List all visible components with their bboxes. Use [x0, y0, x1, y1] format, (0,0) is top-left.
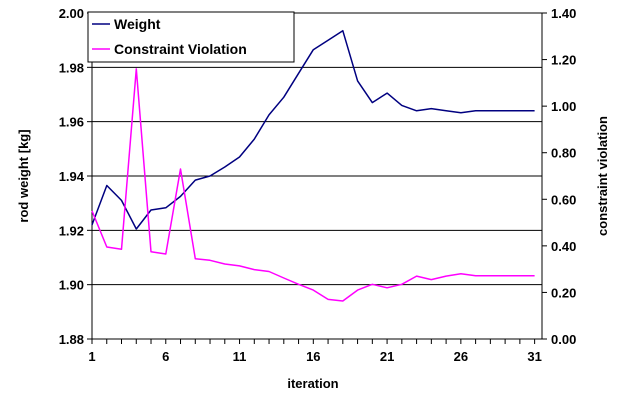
y-right-tick-label: 0.40 — [551, 239, 576, 254]
x-tick-label: 16 — [306, 349, 320, 364]
right-axis: 0.00 0.20 0.40 0.60 0.80 1.00 1.20 1.40 — [542, 6, 576, 347]
left-axis: 1.88 1.90 1.92 1.94 1.96 1.98 2.00 — [59, 6, 92, 347]
y-left-axis-title: rod weight [kg] — [16, 129, 31, 222]
y-left-tick-label: 1.88 — [59, 332, 84, 347]
legend-label-weight: Weight — [114, 16, 161, 32]
x-tick-label: 26 — [454, 349, 468, 364]
x-tick-label: 31 — [527, 349, 541, 364]
x-tick-label: 21 — [380, 349, 394, 364]
y-right-tick-label: 1.20 — [551, 53, 576, 68]
y-right-axis-title: constraint violation — [595, 116, 610, 236]
legend-label-constraint-violation: Constraint Violation — [114, 41, 247, 57]
x-axis-title: iteration — [287, 376, 338, 391]
y-left-tick-label: 1.90 — [59, 278, 84, 293]
legend-box — [87, 11, 295, 63]
y-right-tick-label: 0.20 — [551, 285, 576, 300]
x-tick-label: 11 — [233, 349, 247, 364]
series-line-weight — [91, 29, 535, 230]
y-right-tick-label: 1.40 — [551, 6, 576, 21]
x-tick-label: 6 — [162, 349, 169, 364]
series-layer — [91, 29, 535, 302]
y-right-tick-label: 1.00 — [551, 99, 576, 114]
x-axis: 1 6 11 16 21 26 31 — [88, 339, 542, 364]
y-right-tick-label: 0.60 — [551, 192, 576, 207]
y-left-tick-label: 1.94 — [59, 169, 85, 184]
y-right-tick-label: 0.00 — [551, 332, 576, 347]
y-left-tick-label: 2.00 — [59, 6, 84, 21]
y-right-tick-label: 0.80 — [551, 146, 576, 161]
x-tick-label: 1 — [88, 349, 95, 364]
gridlines — [92, 66, 542, 286]
y-left-tick-label: 1.92 — [59, 223, 84, 238]
series-line-constraint-violation — [91, 68, 535, 302]
legend: Weight Constraint Violation — [87, 11, 295, 63]
y-left-tick-label: 1.96 — [59, 115, 84, 130]
y-left-tick-label: 1.98 — [59, 60, 84, 75]
